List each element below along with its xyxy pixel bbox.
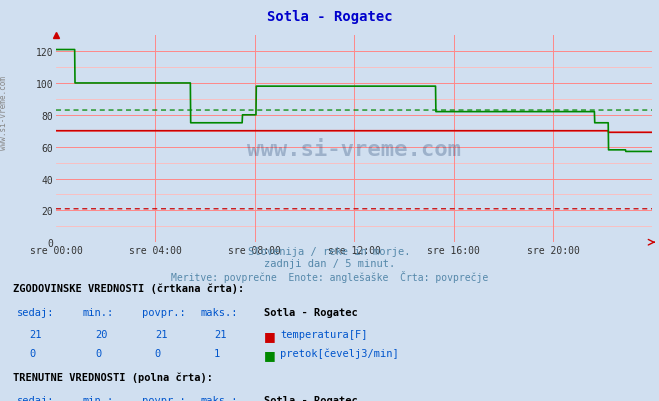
Text: zadnji dan / 5 minut.: zadnji dan / 5 minut. (264, 259, 395, 269)
Text: Sotla - Rogatec: Sotla - Rogatec (264, 395, 357, 401)
Text: maks.:: maks.: (201, 395, 239, 401)
Text: sedaj:: sedaj: (16, 395, 54, 401)
Text: 21: 21 (214, 329, 227, 339)
Text: www.si-vreme.com: www.si-vreme.com (0, 75, 8, 149)
Text: www.si-vreme.com: www.si-vreme.com (247, 140, 461, 160)
Text: ■: ■ (264, 329, 275, 342)
Text: Slovenija / reke in morje.: Slovenija / reke in morje. (248, 247, 411, 257)
Text: Sotla - Rogatec: Sotla - Rogatec (267, 10, 392, 24)
Text: Sotla - Rogatec: Sotla - Rogatec (264, 307, 357, 317)
Text: 0: 0 (155, 348, 161, 358)
Text: ZGODOVINSKE VREDNOSTI (črtkana črta):: ZGODOVINSKE VREDNOSTI (črtkana črta): (13, 283, 244, 293)
Text: temperatura[F]: temperatura[F] (280, 329, 368, 339)
Text: 0: 0 (96, 348, 101, 358)
Text: TRENUTNE VREDNOSTI (polna črta):: TRENUTNE VREDNOSTI (polna črta): (13, 371, 213, 382)
Text: povpr.:: povpr.: (142, 395, 185, 401)
Text: 20: 20 (96, 329, 108, 339)
Text: min.:: min.: (82, 395, 113, 401)
Text: 1: 1 (214, 348, 220, 358)
Text: maks.:: maks.: (201, 307, 239, 317)
Text: povpr.:: povpr.: (142, 307, 185, 317)
Text: 21: 21 (155, 329, 167, 339)
Text: ■: ■ (264, 348, 275, 361)
Text: 21: 21 (30, 329, 42, 339)
Text: pretok[čevelj3/min]: pretok[čevelj3/min] (280, 348, 399, 358)
Text: sedaj:: sedaj: (16, 307, 54, 317)
Text: min.:: min.: (82, 307, 113, 317)
Text: Meritve: povprečne  Enote: anglešaške  Črta: povprečje: Meritve: povprečne Enote: anglešaške Črt… (171, 271, 488, 283)
Text: 0: 0 (30, 348, 36, 358)
